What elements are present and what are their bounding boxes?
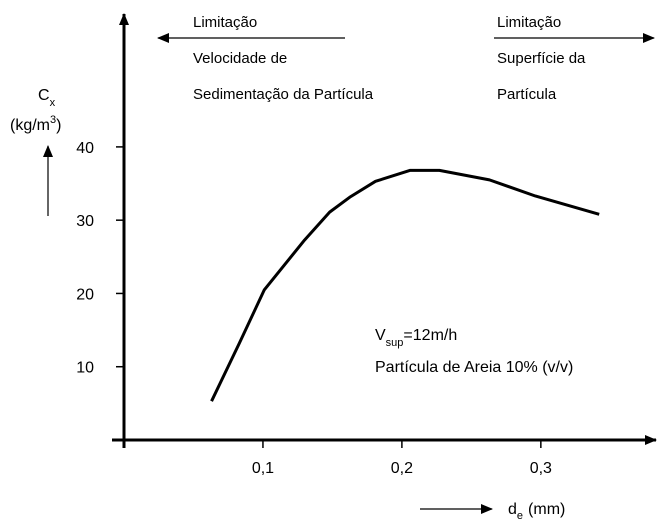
x-tick-label: 0,3 xyxy=(530,460,552,477)
x-tick-label: 0,1 xyxy=(252,460,274,477)
annotation: Superfície da xyxy=(497,50,586,67)
y-tick-label: 10 xyxy=(76,360,94,377)
x-label: de (mm) xyxy=(508,501,565,521)
y-label: Cx xyxy=(38,87,56,109)
annotation: Velocidade de xyxy=(193,50,287,67)
annotation: Partícula de Areia 10% (v/v) xyxy=(375,359,573,376)
annotation: Partícula xyxy=(497,86,557,103)
data-line xyxy=(210,168,600,402)
y-tick-label: 20 xyxy=(76,286,94,303)
annotation: Limitação xyxy=(497,14,561,31)
y-tick-label: 30 xyxy=(76,213,94,230)
x-tick-label: 0,2 xyxy=(391,460,413,477)
annotation: Sedimentação da Partícula xyxy=(193,86,374,103)
annotation: Limitação xyxy=(193,14,257,31)
y-tick-label: 40 xyxy=(76,140,94,157)
y-unit: (kg/m3) xyxy=(10,114,61,134)
annotation: Vsup=12m/h xyxy=(375,327,457,349)
